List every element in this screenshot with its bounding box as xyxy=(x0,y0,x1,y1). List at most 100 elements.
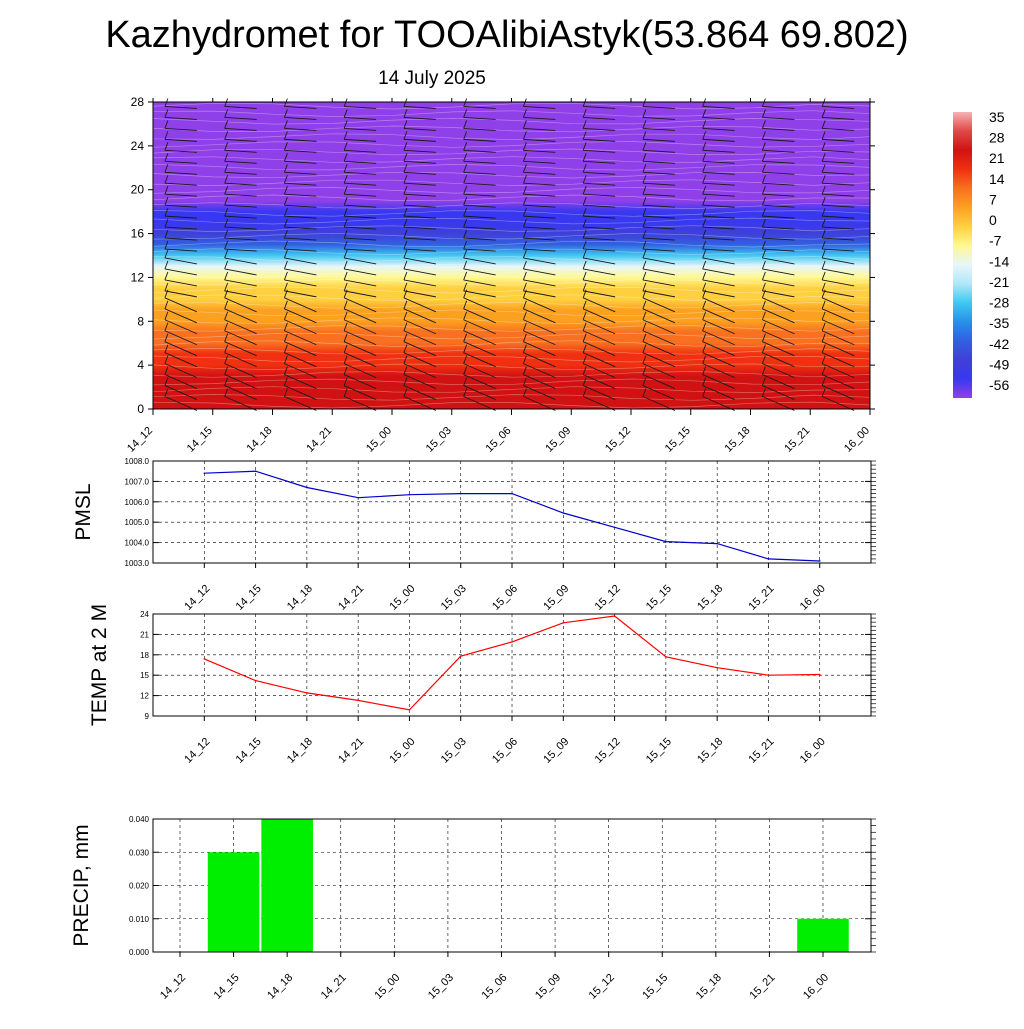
wind-barb xyxy=(343,333,377,357)
wind-barb xyxy=(283,282,317,298)
ytick-label: 1003.0 xyxy=(125,559,150,568)
xsec-xtick-label: 15_03 xyxy=(424,425,454,455)
wind-barb xyxy=(522,322,556,346)
xsec-ytick-label: 28 xyxy=(131,95,145,109)
data-point xyxy=(562,512,565,514)
wind-barb xyxy=(224,142,257,153)
data-point xyxy=(254,470,257,473)
wind-barb xyxy=(821,207,855,219)
wind-barb xyxy=(224,109,257,120)
wind-barb xyxy=(164,229,197,241)
wind-barb xyxy=(283,218,317,230)
wind-barb xyxy=(821,218,855,230)
wind-barb xyxy=(343,300,377,324)
wind-barb xyxy=(522,229,556,241)
wind-barb xyxy=(702,175,735,186)
wind-barb xyxy=(582,120,616,131)
wind-barb xyxy=(224,300,257,324)
wind-barb xyxy=(224,271,257,287)
wind-barb xyxy=(403,249,436,265)
xsec-contour-line xyxy=(152,186,871,194)
wind-barb xyxy=(403,197,436,208)
xsec-contour-line xyxy=(152,294,871,301)
wind-barb xyxy=(702,344,735,368)
wind-barb xyxy=(582,175,616,186)
wind-barb xyxy=(522,109,556,120)
xsec-xtick-label: 15_18 xyxy=(723,425,753,455)
wind-barb xyxy=(224,377,257,400)
data-point xyxy=(613,615,616,617)
data-point xyxy=(306,692,308,694)
xsec-contour-line xyxy=(152,210,871,217)
wind-barb xyxy=(283,366,317,390)
wind-barb xyxy=(164,120,197,131)
wind-barb xyxy=(164,131,197,142)
wind-barb xyxy=(761,120,795,131)
wind-barb xyxy=(761,197,795,208)
xsec-contour-line xyxy=(152,348,871,355)
wind-barb xyxy=(403,153,436,164)
wind-barb xyxy=(582,249,616,265)
wind-barb xyxy=(821,311,855,335)
wind-barb xyxy=(821,333,855,357)
xsec-ytick-label: 4 xyxy=(137,358,144,372)
wind-barb xyxy=(582,240,616,252)
wind-barb xyxy=(164,333,198,357)
wind-barb xyxy=(403,207,436,219)
xtick-label: 15_00 xyxy=(387,583,417,613)
wind-barb xyxy=(761,186,795,197)
wind-barb xyxy=(403,164,436,175)
colorbar-tick-label: 7 xyxy=(989,191,997,207)
wind-barb xyxy=(702,229,735,241)
ytick-label: 9 xyxy=(145,712,150,721)
wind-barb xyxy=(522,344,556,368)
data-point xyxy=(357,496,359,499)
wind-barb xyxy=(522,311,556,335)
data-point xyxy=(665,656,667,658)
wind-barb xyxy=(343,355,377,379)
wind-barb xyxy=(702,333,735,357)
xsec-xtick-label: 14_12 xyxy=(125,425,155,455)
xtick-label: 15_03 xyxy=(439,736,469,766)
xtick-label: 15_09 xyxy=(533,972,563,1002)
wind-barb xyxy=(463,388,496,411)
xsec-contour-line xyxy=(152,317,871,324)
colorbar-tick-label: -56 xyxy=(989,377,1009,393)
wind-barb xyxy=(224,229,257,241)
xtick-label: 15_18 xyxy=(695,736,725,766)
xsec-xtick-label: 14_15 xyxy=(185,425,215,455)
wind-barb xyxy=(343,142,377,153)
panel-grid xyxy=(153,613,871,717)
wind-barb xyxy=(283,197,317,208)
wind-barb xyxy=(283,109,317,120)
xtick-label: 15_15 xyxy=(644,736,674,766)
wind-barb xyxy=(821,282,855,298)
wind-barb xyxy=(283,164,317,175)
wind-barb xyxy=(403,355,437,379)
ytick-label: 18 xyxy=(140,651,149,660)
xtick-label: 16_00 xyxy=(801,972,831,1002)
wind-barb xyxy=(463,355,496,379)
wind-barb xyxy=(642,344,676,368)
xsec-ytick-label: 8 xyxy=(137,314,144,328)
wind-barb xyxy=(761,333,795,357)
wind-barb xyxy=(463,300,496,324)
wind-barb xyxy=(343,120,377,131)
wind-barb xyxy=(164,355,198,379)
colorbar-tick-label: -35 xyxy=(989,315,1009,331)
wind-barb xyxy=(761,311,795,335)
wind-barb xyxy=(283,333,317,357)
wind-barb xyxy=(224,186,257,197)
panel-ylabel: PRECIP, mm xyxy=(70,824,93,946)
xsec-contour-line xyxy=(152,363,870,371)
colorbar-tick-label: 35 xyxy=(989,109,1005,125)
wind-barb xyxy=(403,260,436,276)
wind-barb xyxy=(821,153,855,164)
wind-barb xyxy=(761,131,795,142)
wind-barb xyxy=(582,377,616,400)
ytick-label: 0.040 xyxy=(129,815,150,824)
precip-bar xyxy=(207,852,260,952)
xtick-label: 15_03 xyxy=(426,972,456,1002)
wind-barb xyxy=(463,282,496,298)
